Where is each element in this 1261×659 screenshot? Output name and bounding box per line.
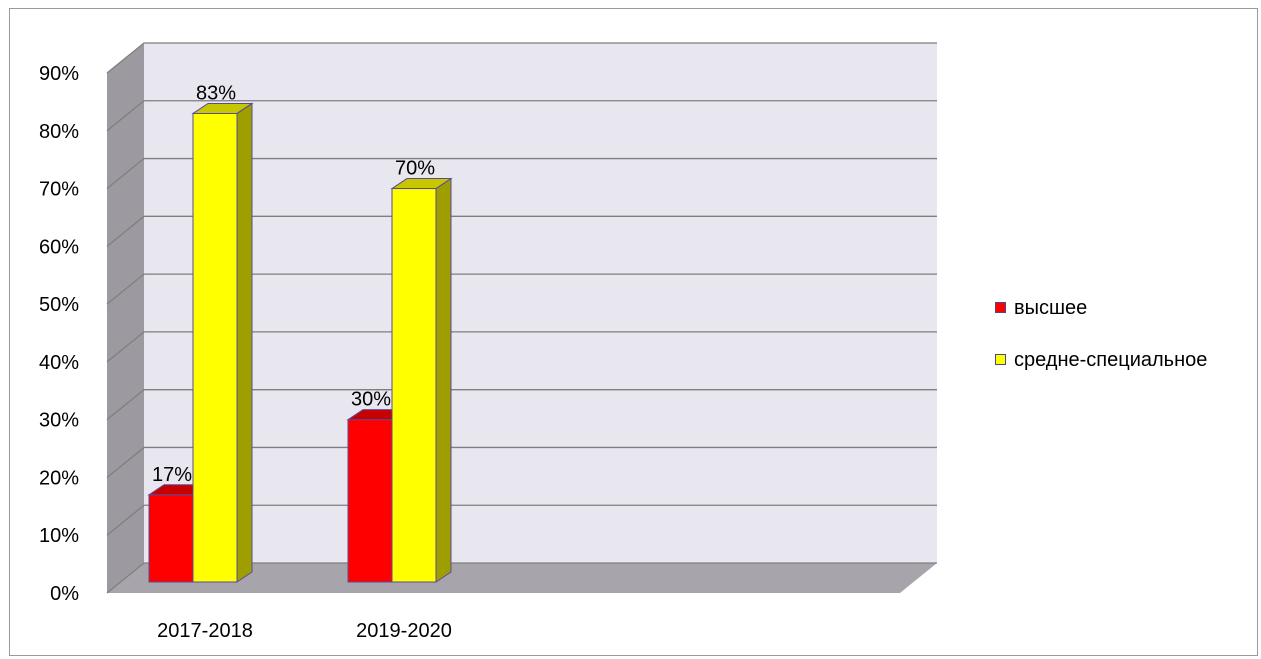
legend-swatch-series-2 [995,354,1006,365]
bar [192,112,238,583]
data-label: 30% [351,389,391,411]
y-tick-label: 10% [39,525,79,547]
floor [107,563,937,593]
y-tick-label: 80% [39,121,79,143]
bar-side [435,177,452,583]
gridline [106,446,937,478]
y-tick-label: 40% [39,352,79,374]
gridline [106,273,937,305]
bar [347,419,393,583]
gridline [106,389,937,421]
y-tick-label: 90% [39,63,79,85]
back-wall [144,43,937,563]
gridline [106,42,937,74]
chart-frame [9,8,1258,656]
x-tick-label: 2019-2020 [356,620,452,642]
data-label: 17% [152,464,192,486]
legend-swatch-series-1 [995,302,1006,313]
gridline [106,331,937,363]
data-label: 70% [395,158,435,180]
legend-label-series-1: высшее [1014,297,1088,319]
data-label: 83% [196,82,236,104]
gridline [106,100,937,132]
gridline [106,562,937,594]
y-tick-label: 30% [39,410,79,432]
x-tick-label: 2017-2018 [157,620,253,642]
gridline [106,157,937,190]
legend-label-series-2: средне-специальное [1014,349,1208,371]
y-tick-label: 60% [39,236,79,258]
gridline [106,215,937,247]
bar [391,188,437,583]
bar-top [191,102,254,114]
bar [148,494,194,583]
bar-top [390,178,453,190]
gridline [106,504,937,536]
bar-side [236,102,253,583]
y-tick-label: 0% [50,583,79,605]
y-tick-label: 50% [39,294,79,316]
y-tick-label: 70% [39,179,79,201]
y-tick-label: 20% [39,467,79,489]
